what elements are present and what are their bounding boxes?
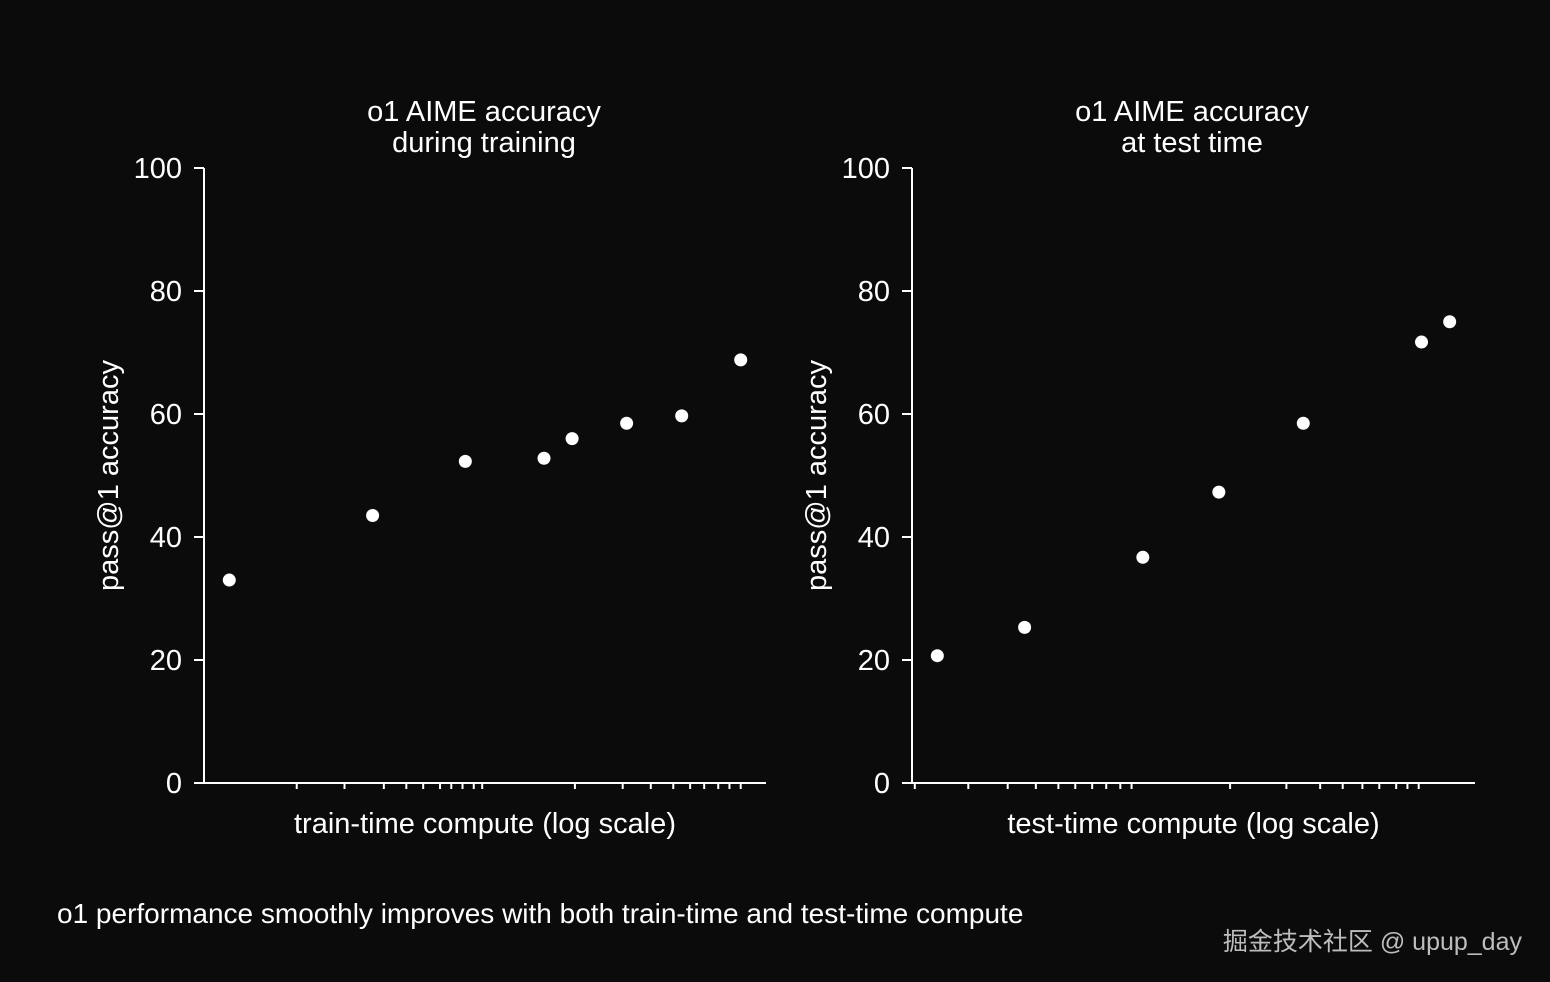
y-tick-label: 60: [858, 399, 890, 431]
data-point: [458, 454, 472, 468]
data-point: [930, 649, 944, 663]
data-point: [1415, 335, 1429, 349]
y-axis-label: pass@1 accuracy: [93, 360, 125, 591]
chart-title-line: o1 AIME accuracy: [1075, 96, 1309, 128]
data-point: [734, 353, 748, 367]
y-tick-label: 40: [150, 522, 182, 554]
chart-title-line: during training: [392, 127, 576, 159]
data-point: [537, 451, 551, 465]
watermark: 掘金技术社区 @ upup_day: [1222, 928, 1522, 956]
y-tick-label: 20: [858, 645, 890, 677]
y-tick-label: 100: [134, 153, 182, 185]
data-point: [222, 573, 236, 587]
figure-caption: o1 performance smoothly improves with bo…: [57, 898, 1024, 929]
y-tick-label: 0: [166, 768, 182, 800]
data-point: [1018, 620, 1032, 634]
y-tick-label: 20: [150, 645, 182, 677]
y-tick-label: 0: [874, 768, 890, 800]
y-tick-label: 40: [858, 522, 890, 554]
chart-title-line: o1 AIME accuracy: [367, 96, 601, 128]
y-tick-label: 100: [842, 153, 890, 185]
x-axis-label: test-time compute (log scale): [1007, 808, 1379, 840]
y-tick-label: 60: [150, 399, 182, 431]
data-point: [675, 409, 689, 423]
chart-title-line: at test time: [1121, 127, 1263, 159]
data-point: [1212, 485, 1226, 499]
data-point: [1296, 416, 1310, 430]
y-axis-label: pass@1 accuracy: [801, 360, 833, 591]
data-point: [565, 432, 579, 446]
data-point: [366, 508, 380, 522]
data-point: [1136, 550, 1150, 564]
x-axis-label: train-time compute (log scale): [294, 808, 676, 840]
data-point: [620, 416, 634, 430]
y-tick-label: 80: [150, 276, 182, 308]
data-point: [1443, 315, 1457, 329]
y-tick-label: 80: [858, 276, 890, 308]
